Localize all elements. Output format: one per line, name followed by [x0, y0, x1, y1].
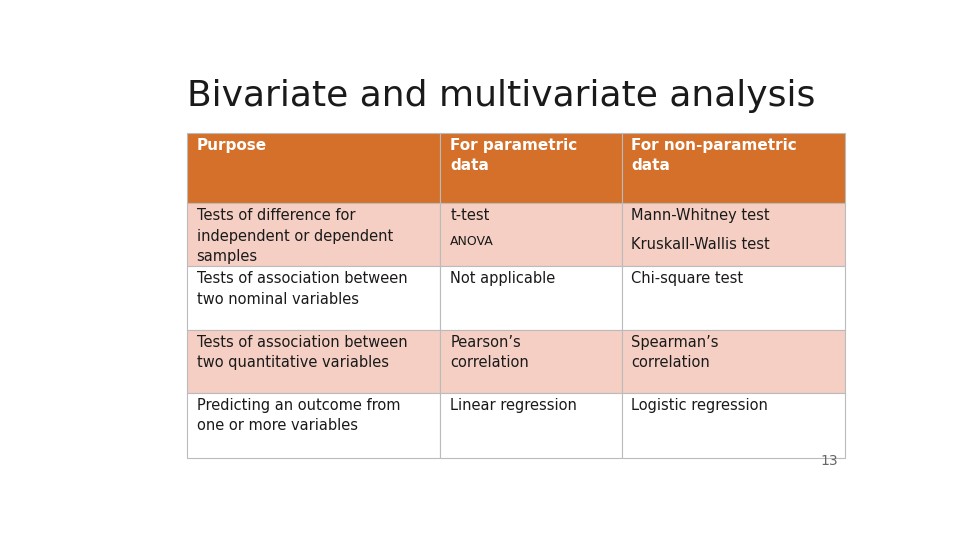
- Text: Chi-square test: Chi-square test: [632, 272, 743, 286]
- Bar: [187, 203, 441, 266]
- Text: Tests of association between
two nominal variables: Tests of association between two nominal…: [197, 272, 407, 307]
- Bar: [441, 266, 621, 329]
- Text: Predicting an outcome from
one or more variables: Predicting an outcome from one or more v…: [197, 398, 400, 433]
- Text: Bivariate and multivariate analysis: Bivariate and multivariate analysis: [187, 79, 815, 113]
- Text: Linear regression: Linear regression: [450, 398, 577, 413]
- Bar: [441, 329, 621, 393]
- Bar: [441, 203, 621, 266]
- Bar: [187, 393, 441, 458]
- Text: 13: 13: [821, 454, 838, 468]
- Text: For non-parametric
data: For non-parametric data: [632, 138, 797, 173]
- Text: Tests of association between
two quantitative variables: Tests of association between two quantit…: [197, 335, 407, 370]
- Text: For parametric
data: For parametric data: [450, 138, 577, 173]
- Text: Logistic regression: Logistic regression: [632, 398, 768, 413]
- Text: Pearson’s
correlation: Pearson’s correlation: [450, 335, 529, 370]
- Bar: [621, 203, 846, 266]
- Text: Mann-Whitney test: Mann-Whitney test: [632, 208, 770, 223]
- Bar: [187, 133, 441, 203]
- Bar: [441, 133, 621, 203]
- Text: Tests of difference for
independent or dependent
samples: Tests of difference for independent or d…: [197, 208, 393, 264]
- Bar: [621, 133, 846, 203]
- Bar: [621, 329, 846, 393]
- Bar: [621, 393, 846, 458]
- Text: Spearman’s
correlation: Spearman’s correlation: [632, 335, 719, 370]
- Bar: [187, 266, 441, 329]
- Text: t-test: t-test: [450, 208, 490, 223]
- Text: ANOVA: ANOVA: [450, 235, 493, 248]
- Text: Not applicable: Not applicable: [450, 272, 556, 286]
- Bar: [441, 393, 621, 458]
- Text: Purpose: Purpose: [197, 138, 267, 153]
- Text: Kruskall-Wallis test: Kruskall-Wallis test: [632, 237, 770, 252]
- Bar: [187, 329, 441, 393]
- Bar: [621, 266, 846, 329]
